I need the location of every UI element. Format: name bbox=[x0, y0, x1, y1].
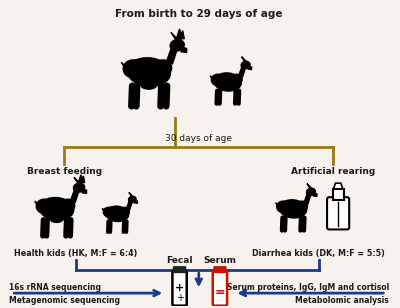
FancyBboxPatch shape bbox=[213, 266, 227, 273]
Polygon shape bbox=[121, 62, 128, 72]
Text: =: = bbox=[215, 286, 225, 299]
FancyBboxPatch shape bbox=[327, 197, 349, 229]
Ellipse shape bbox=[40, 197, 74, 220]
Polygon shape bbox=[307, 184, 312, 189]
Polygon shape bbox=[210, 76, 214, 82]
Text: +: + bbox=[176, 293, 184, 303]
Ellipse shape bbox=[279, 200, 307, 218]
Ellipse shape bbox=[170, 39, 184, 51]
Text: 16s rRNA sequencing: 16s rRNA sequencing bbox=[8, 283, 100, 292]
Text: Health kids (HK, M:F = 6:4): Health kids (HK, M:F = 6:4) bbox=[14, 249, 138, 257]
Polygon shape bbox=[181, 47, 187, 53]
Polygon shape bbox=[78, 175, 83, 182]
Ellipse shape bbox=[103, 207, 114, 217]
FancyBboxPatch shape bbox=[213, 271, 227, 306]
Ellipse shape bbox=[277, 201, 289, 213]
Bar bbox=[214, 267, 226, 272]
Polygon shape bbox=[35, 201, 40, 209]
Ellipse shape bbox=[141, 81, 157, 89]
Text: Fecal: Fecal bbox=[166, 256, 193, 265]
Polygon shape bbox=[126, 202, 132, 209]
Polygon shape bbox=[129, 192, 133, 197]
Polygon shape bbox=[314, 193, 317, 197]
Ellipse shape bbox=[36, 199, 52, 213]
Text: Breast feeding: Breast feeding bbox=[27, 167, 102, 176]
Ellipse shape bbox=[211, 74, 224, 86]
Polygon shape bbox=[176, 29, 182, 39]
Ellipse shape bbox=[306, 188, 316, 196]
Text: From birth to 29 days of age: From birth to 29 days of age bbox=[115, 9, 282, 18]
Ellipse shape bbox=[50, 216, 63, 222]
Polygon shape bbox=[82, 189, 86, 193]
Polygon shape bbox=[134, 200, 137, 203]
Ellipse shape bbox=[214, 73, 241, 91]
Polygon shape bbox=[304, 194, 311, 204]
Polygon shape bbox=[179, 30, 184, 39]
Text: Diarrhea kids (DK, M:F = 5:5): Diarrhea kids (DK, M:F = 5:5) bbox=[252, 249, 385, 257]
Polygon shape bbox=[242, 57, 247, 62]
Ellipse shape bbox=[61, 199, 75, 212]
Bar bbox=[174, 267, 185, 272]
Ellipse shape bbox=[231, 74, 242, 85]
Ellipse shape bbox=[106, 206, 129, 221]
Text: Metabolomic analysis: Metabolomic analysis bbox=[295, 296, 389, 305]
Ellipse shape bbox=[74, 183, 85, 192]
Text: Serum proteins, IgG, IgM and cortisol: Serum proteins, IgG, IgM and cortisol bbox=[227, 283, 389, 292]
Ellipse shape bbox=[128, 196, 136, 202]
Ellipse shape bbox=[296, 201, 308, 211]
Ellipse shape bbox=[120, 207, 129, 216]
Ellipse shape bbox=[123, 60, 143, 78]
Text: Metagenomic sequencing: Metagenomic sequencing bbox=[8, 296, 120, 305]
Ellipse shape bbox=[241, 61, 250, 69]
Polygon shape bbox=[166, 49, 177, 64]
Text: Artificial rearing: Artificial rearing bbox=[291, 167, 376, 176]
FancyBboxPatch shape bbox=[172, 271, 187, 306]
Text: +: + bbox=[175, 283, 184, 293]
Polygon shape bbox=[248, 66, 252, 70]
Polygon shape bbox=[80, 176, 85, 182]
Polygon shape bbox=[102, 209, 106, 214]
Text: 30 days of age: 30 days of age bbox=[165, 134, 232, 144]
Polygon shape bbox=[276, 203, 280, 209]
Ellipse shape bbox=[154, 60, 172, 76]
Text: Serum: Serum bbox=[204, 256, 236, 265]
Polygon shape bbox=[171, 32, 179, 40]
FancyBboxPatch shape bbox=[173, 266, 186, 273]
Polygon shape bbox=[334, 183, 343, 189]
Polygon shape bbox=[70, 191, 79, 202]
Polygon shape bbox=[74, 177, 80, 184]
Polygon shape bbox=[239, 67, 246, 77]
Ellipse shape bbox=[127, 58, 170, 86]
Bar bbox=[333, 189, 344, 200]
